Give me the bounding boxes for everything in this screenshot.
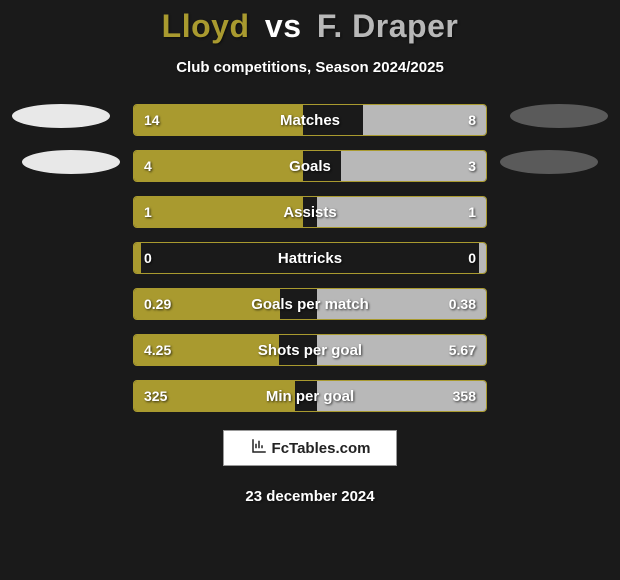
- stat-row: 43Goals: [133, 150, 487, 182]
- stat-label: Shots per goal: [134, 335, 486, 365]
- content-area: 148Matches 43Goals 11Assists 00Hattricks 0.2…: [0, 104, 620, 412]
- stat-row: 325358Min per goal: [133, 380, 487, 412]
- comparison-title: Lloyd vs F. Draper: [0, 0, 620, 45]
- vs-text: vs: [265, 8, 302, 44]
- brand-badge: FcTables.com: [223, 430, 397, 466]
- stat-label: Matches: [134, 105, 486, 135]
- subtitle: Club competitions, Season 2024/2025: [0, 59, 620, 76]
- date-stamp: 23 december 2024: [0, 488, 620, 505]
- stats-container: 148Matches 43Goals 11Assists 00Hattricks 0.2…: [133, 104, 487, 412]
- player2-oval-top: [510, 104, 608, 128]
- player1-oval-top: [12, 104, 110, 128]
- player2-name: F. Draper: [317, 8, 458, 44]
- stat-row: 148Matches: [133, 104, 487, 136]
- stat-label: Goals per match: [134, 289, 486, 319]
- stat-label: Min per goal: [134, 381, 486, 411]
- stat-label: Goals: [134, 151, 486, 181]
- player1-name: Lloyd: [162, 8, 250, 44]
- stat-row: 00Hattricks: [133, 242, 487, 274]
- stat-row: 11Assists: [133, 196, 487, 228]
- stat-label: Assists: [134, 197, 486, 227]
- stat-row: 4.255.67Shots per goal: [133, 334, 487, 366]
- player1-oval-bottom: [22, 150, 120, 174]
- brand-text: FcTables.com: [272, 440, 371, 457]
- stat-row: 0.290.38Goals per match: [133, 288, 487, 320]
- stat-label: Hattricks: [134, 243, 486, 273]
- chart-icon: [250, 437, 268, 459]
- player2-oval-bottom: [500, 150, 598, 174]
